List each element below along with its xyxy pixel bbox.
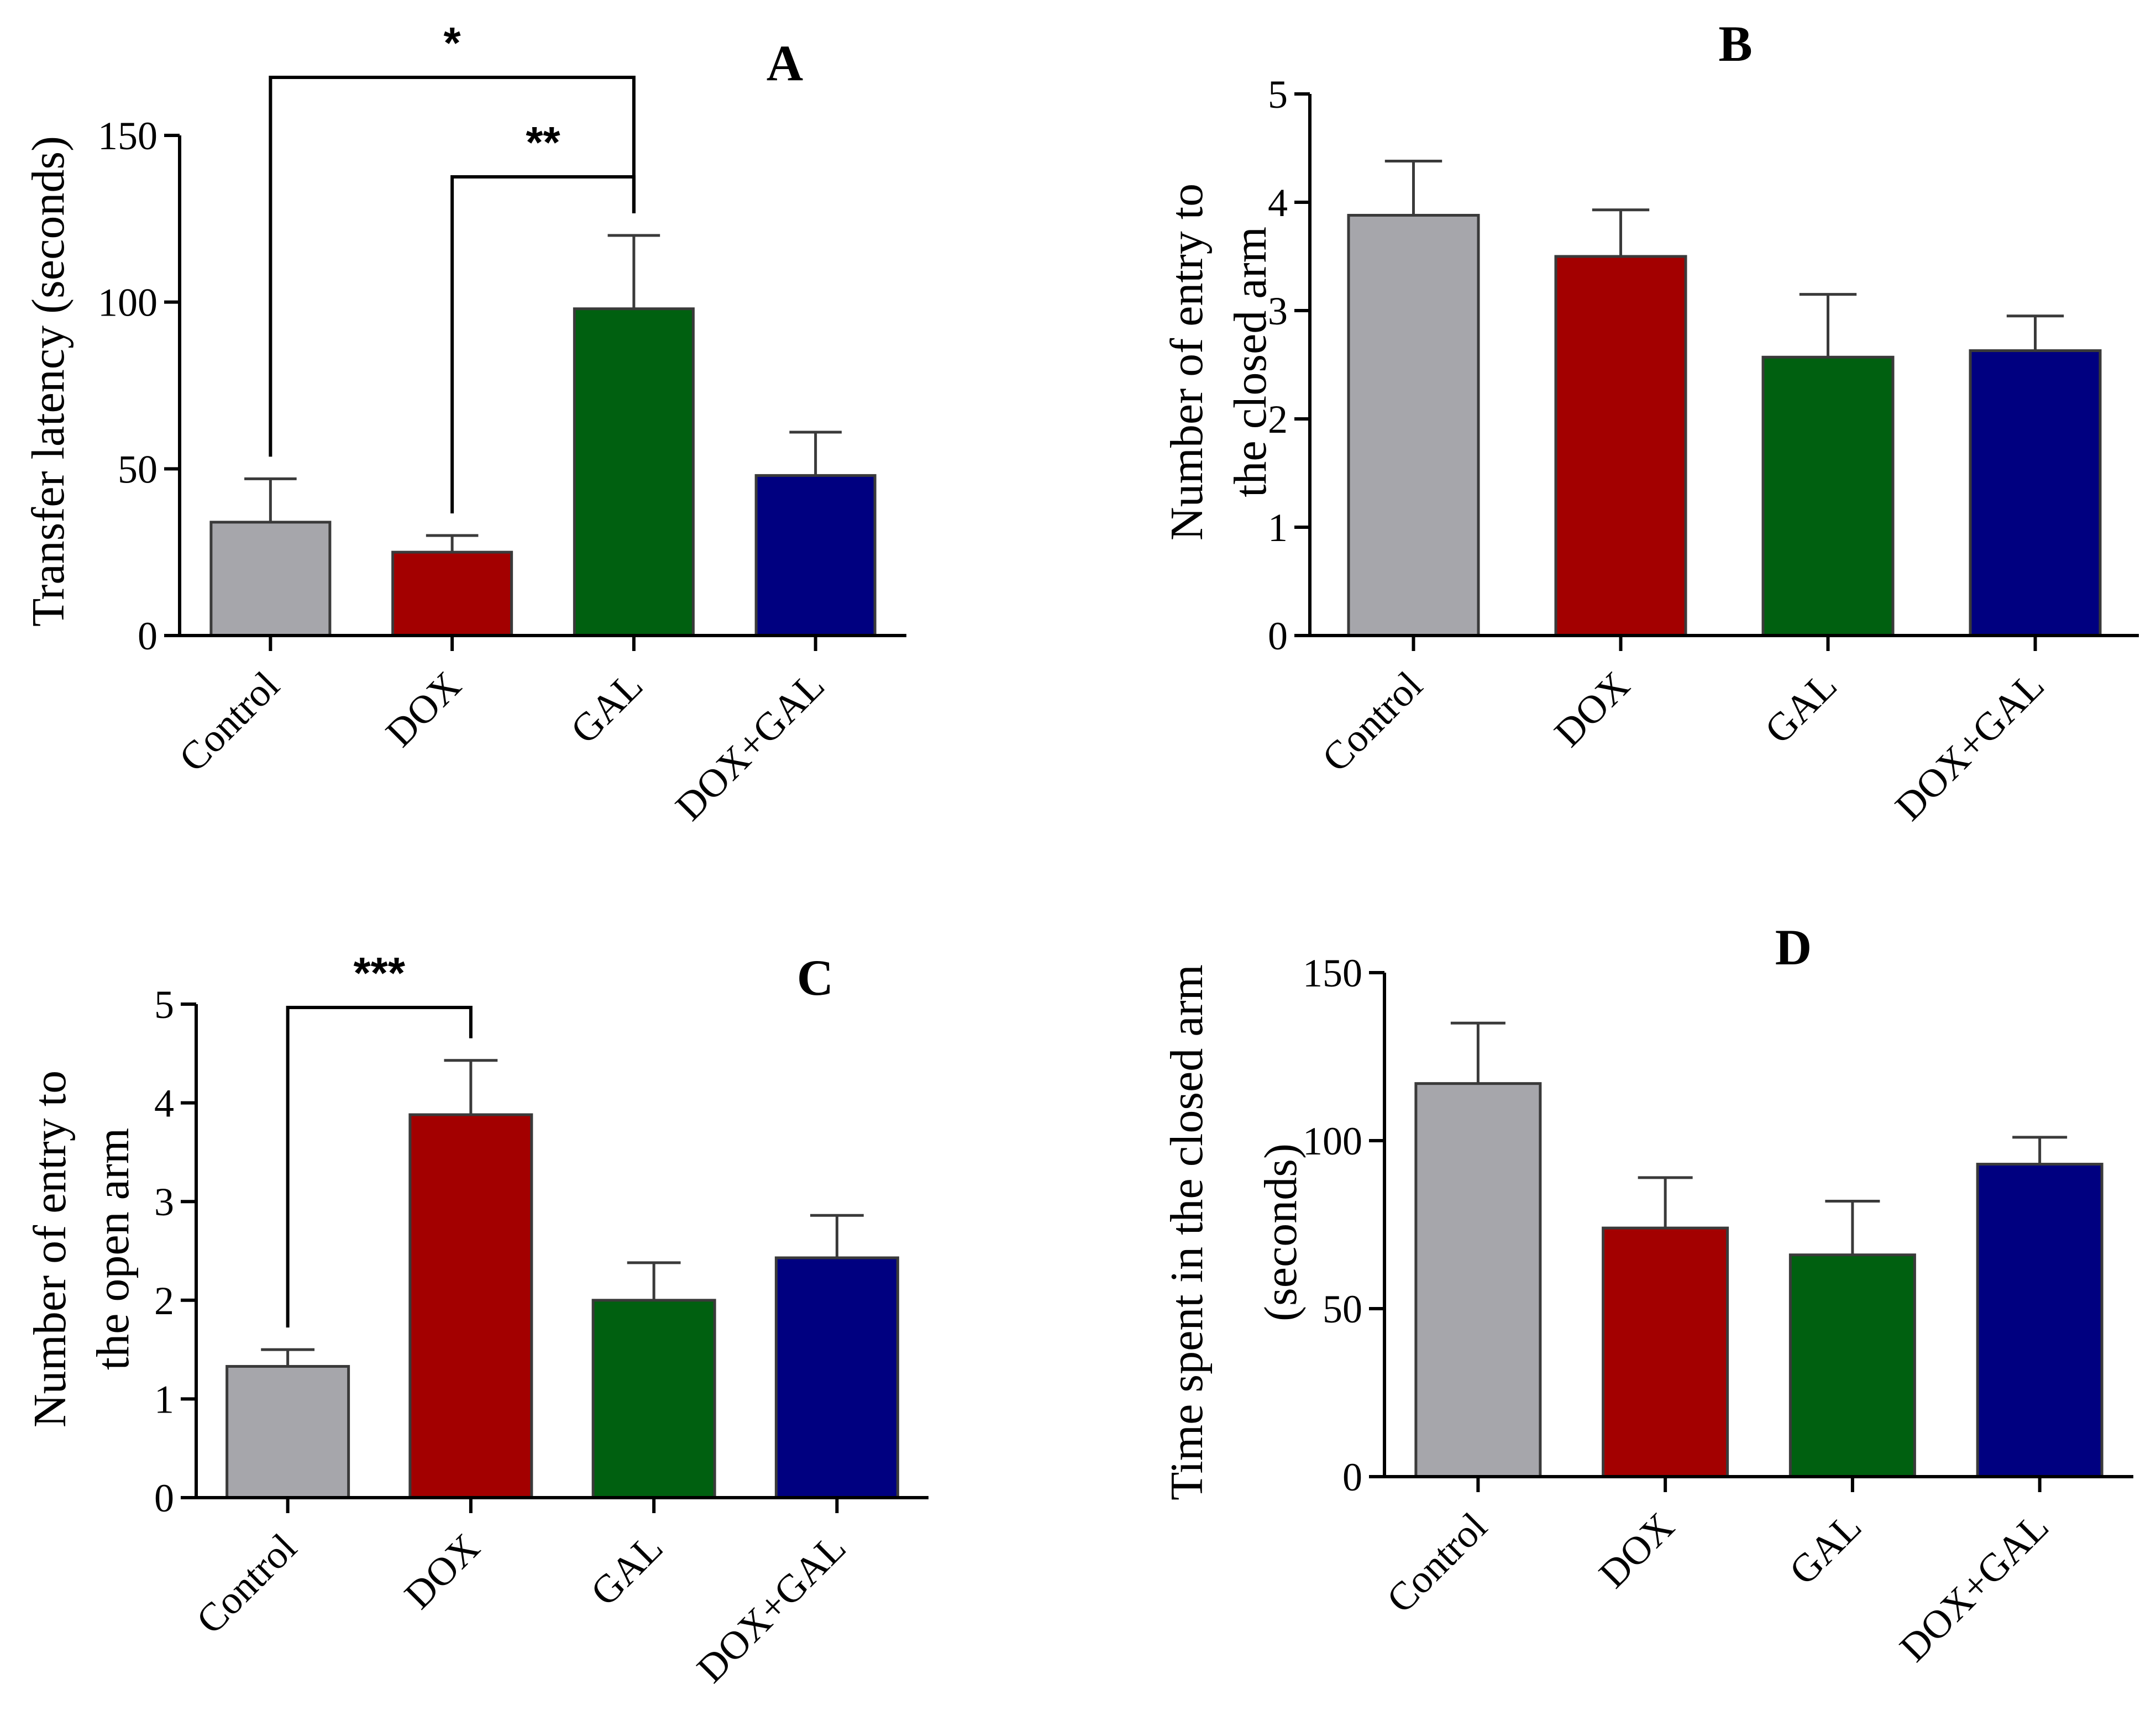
panel-b-y-axis-title-line-1: Number of entry to (1161, 183, 1213, 540)
panel-c-y-tick-label: 5 (154, 983, 174, 1027)
panel-a-category-label: DOX+GAL (667, 663, 833, 829)
panel-b-y-tick-label: 4 (1268, 181, 1288, 225)
panel-c-category-label: DOX+GAL (688, 1525, 854, 1691)
panel-b-bar-dox (1554, 255, 1687, 637)
panel-c-bar-dox (408, 1113, 533, 1499)
panel-a-category-label: GAL (562, 663, 651, 752)
panel-b-bar-dox-gal (1969, 349, 2102, 637)
panel-c-significance-label: *** (354, 948, 406, 998)
panel-a-y-tick-label: 50 (118, 447, 158, 491)
panel-d-bar-gal (1788, 1253, 1916, 1478)
panel-b-category-label: DOX+GAL (1887, 663, 2053, 829)
panel-b-category-label: Control (1314, 663, 1431, 780)
panel-d-bar-dox (1602, 1226, 1729, 1478)
panel-c-significance-bracket (286, 1006, 473, 1328)
panel-c-y-tick-label: 2 (154, 1279, 174, 1323)
panel-b-category-label: DOX (1546, 663, 1638, 755)
panel-b-bar-gal (1761, 355, 1895, 637)
panel-a-bar-control (209, 521, 332, 637)
panel-d-category-label: DOX+GAL (1891, 1504, 2057, 1670)
panel-b-y-tick-label: 1 (1268, 506, 1288, 550)
panel-a-bar-dox-gal (754, 474, 877, 637)
panel-d-category-label: DOX (1591, 1504, 1683, 1597)
panel-d-y-axis-title-line-1: Time spent in the closed arm (1161, 964, 1213, 1500)
panel-a-bar-dox (391, 550, 513, 637)
panel-c-category-label: DOX (396, 1525, 488, 1618)
panel-c-bar-gal (591, 1299, 716, 1499)
panel-letter-d: D (1775, 919, 1812, 975)
panel-d-y-tick-label: 0 (1342, 1455, 1362, 1499)
panel-d-bar-dox-gal (1976, 1163, 2103, 1478)
panel-b-y-tick-label: 2 (1268, 397, 1288, 442)
panel-a-category-label: Control (171, 663, 288, 780)
panel-b-plot: 0 1 2 3 4 5 Control DOX GAL DOX+GAL (1268, 72, 2139, 829)
panel-a-category-label: DOX (377, 663, 470, 755)
panel-d-bar-control (1414, 1082, 1542, 1478)
panel-d-y-axis-title-line-2: (seconds) (1255, 1143, 1307, 1321)
panel-a-bar-gal (573, 307, 695, 637)
panel-a-significance-label: ** (526, 118, 560, 167)
panel-d-y-tick-label: 150 (1303, 951, 1362, 995)
panel-a-significance-bracket (450, 175, 636, 513)
panel-c-category-label: Control (188, 1525, 305, 1642)
panel-c-y-axis-title-line-2: the open arm (87, 1128, 139, 1371)
panel-a-significance-bracket (269, 76, 636, 457)
panel-d-plot: 0 50 100 150 Control DOX GAL DOX+GAL (1303, 951, 2133, 1670)
panel-c-plot: 0 1 2 3 4 5 Control DOX GAL DOX+GAL *** (154, 948, 929, 1691)
panel-letter-c: C (797, 949, 833, 1006)
panel-c-y-tick-label: 0 (154, 1476, 174, 1520)
panel-d-y-tick-label: 100 (1303, 1119, 1362, 1163)
panel-b: B Number of entry to the closed arm (1161, 15, 1753, 540)
panel-b-bar-control (1347, 214, 1480, 637)
panel-c-y-tick-label: 4 (154, 1082, 174, 1126)
panel-d-category-label: Control (1378, 1504, 1496, 1621)
panel-a-y-axis-title: Transfer latency (seconds) (23, 136, 74, 627)
panel-d-category-label: GAL (1781, 1504, 1870, 1593)
panel-c-bar-dox-gal (774, 1256, 899, 1499)
panel-c-y-tick-label: 1 (154, 1377, 174, 1421)
panel-letter-a: A (767, 35, 803, 91)
panel-c-y-axis-title-line-1: Number of entry to (24, 1070, 76, 1427)
panel-b-y-axis-title-line-2: the closed arm (1225, 227, 1276, 497)
panel-c: C Number of entry to the open arm (24, 949, 833, 1427)
panel-a-y-tick-label: 0 (138, 614, 158, 658)
panel-a-significance-label: * (444, 18, 461, 67)
panel-d-y-tick-label: 50 (1323, 1287, 1362, 1331)
panel-a-y-tick-label: 150 (98, 114, 158, 158)
panel-b-category-label: GAL (1756, 663, 1845, 752)
panel-c-category-label: GAL (582, 1525, 671, 1614)
panel-a-y-tick-label: 100 (98, 281, 158, 325)
panel-letter-b: B (1718, 15, 1752, 72)
panel-b-y-tick-label: 0 (1268, 614, 1288, 658)
panel-a: A Transfer latency (seconds) (23, 35, 803, 627)
panel-c-y-tick-label: 3 (154, 1180, 174, 1224)
panel-d: D Time spent in the closed arm (seconds) (1161, 919, 1812, 1500)
panel-b-y-tick-label: 5 (1268, 72, 1288, 117)
panel-b-y-tick-label: 3 (1268, 289, 1288, 333)
panel-c-bar-control (225, 1364, 350, 1499)
